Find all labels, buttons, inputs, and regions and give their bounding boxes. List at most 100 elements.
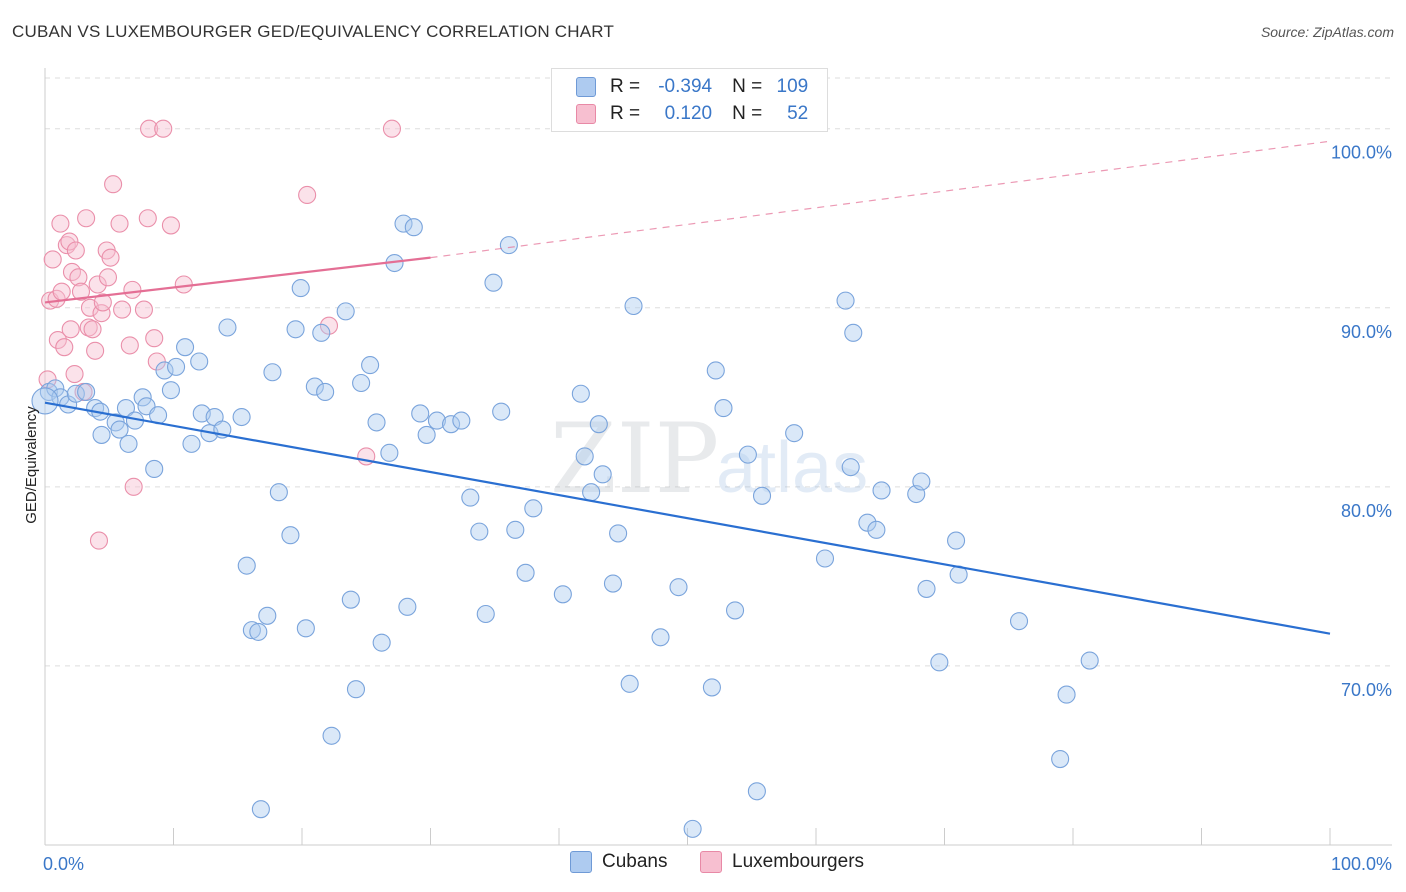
luxembourger-point: [113, 300, 132, 319]
cuban-point: [1051, 749, 1070, 769]
n-label: N =: [732, 103, 763, 124]
x-tick-label-max: 100.0%: [1331, 854, 1392, 874]
cuban-point: [624, 296, 643, 316]
cuban-point: [404, 218, 423, 237]
cuban-point: [367, 413, 386, 432]
cuban-point: [815, 549, 835, 568]
luxembourger-point: [104, 175, 123, 194]
cuban-point: [1009, 612, 1029, 631]
cuban-point: [506, 520, 525, 539]
cuban-point: [133, 388, 152, 407]
cuban-point: [372, 633, 391, 652]
luxembourgers-swatch: [576, 104, 596, 124]
cuban-point: [651, 628, 670, 647]
cuban-point: [312, 323, 331, 342]
luxembourger-point: [298, 185, 317, 205]
cuban-point: [476, 604, 495, 624]
cuban-point: [553, 585, 572, 604]
series-legend: Cubans Luxembourgers: [0, 851, 1406, 879]
cuban-point: [161, 381, 180, 400]
cuban-point: [77, 382, 96, 402]
luxembourger-point: [120, 336, 139, 355]
luxembourger-point: [86, 341, 105, 360]
cuban-point: [738, 445, 757, 464]
legend-row-luxembourgers: R = 0.120 N = 52: [576, 101, 808, 127]
luxembourger-point: [88, 275, 107, 294]
r-label: R =: [610, 103, 641, 124]
cuban-point: [167, 357, 186, 376]
legend-item-cubans[interactable]: Cubans: [570, 851, 668, 873]
cuban-point: [316, 382, 335, 402]
cuban-point: [31, 387, 59, 415]
r-value: -0.394: [658, 76, 713, 97]
cuban-point: [706, 361, 725, 380]
cuban-point: [110, 420, 129, 439]
cuban-point: [484, 273, 503, 292]
cuban-point: [683, 819, 702, 838]
luxembourger-point: [145, 329, 164, 348]
y-tick-label: 90.0%: [1341, 322, 1392, 342]
luxembourger-point: [161, 216, 180, 235]
luxembourger-point: [382, 119, 402, 138]
legend-row-cubans: R = -0.394 N = 109: [576, 74, 808, 100]
cuban-point: [380, 443, 399, 462]
cuban-point: [747, 782, 766, 801]
cuban-point: [398, 597, 417, 616]
cuban-point: [516, 563, 535, 582]
cuban-point: [620, 674, 639, 693]
cuban-point: [411, 404, 430, 423]
cuban-point: [242, 621, 261, 640]
cuban-point: [119, 434, 138, 453]
cuban-point: [575, 447, 594, 466]
cuban-point: [249, 622, 268, 641]
cuban-point: [582, 483, 601, 502]
luxembourger-point: [123, 280, 142, 299]
cuban-point: [251, 800, 270, 819]
cuban-point: [341, 590, 360, 609]
cuban-point: [524, 499, 543, 518]
tick-labels: 70.0% 80.0% 90.0% 100.0% 0.0% 100.0%: [43, 143, 1392, 874]
cuban-point: [917, 579, 936, 598]
cuban-point: [571, 384, 590, 403]
luxembourger-point: [55, 338, 74, 357]
cubans-legend-label: Cubans: [602, 851, 668, 872]
cuban-point: [286, 320, 305, 339]
cuban-point: [92, 425, 111, 444]
watermark-zip: ZIP: [550, 403, 719, 515]
cuban-point: [232, 407, 251, 427]
luxembourgers-legend-swatch: [700, 851, 722, 873]
cuban-point: [603, 574, 623, 593]
correlation-legend: R = -0.394 N = 109 R = 0.120 N = 52: [551, 68, 828, 132]
luxembourger-point: [48, 330, 67, 350]
y-tick-label: 80.0%: [1341, 501, 1392, 521]
luxembourger-point: [138, 209, 157, 228]
cuban-point: [145, 459, 164, 479]
cubans-legend-swatch: [570, 851, 592, 873]
cuban-point: [752, 486, 772, 505]
cuban-point: [237, 556, 256, 575]
luxembourger-point: [66, 241, 85, 260]
cuban-point: [844, 323, 863, 342]
legend-item-luxembourgers[interactable]: Luxembourgers: [700, 851, 864, 873]
cuban-point: [1080, 651, 1099, 670]
cuban-point: [836, 291, 855, 310]
y-axis-label: GED/Equivalency: [23, 406, 40, 524]
n-value: 52: [787, 103, 809, 124]
cuban-point: [296, 619, 315, 638]
x-tick-label-min: 0.0%: [43, 854, 84, 874]
cuban-point: [182, 434, 201, 453]
cuban-point: [291, 279, 310, 298]
cuban-point: [258, 606, 277, 625]
cuban-point: [499, 236, 518, 255]
luxembourger-point: [60, 232, 79, 251]
luxembourger-point: [61, 320, 80, 339]
luxembourger-point: [154, 119, 173, 138]
cuban-point: [785, 424, 804, 443]
luxembourger-points: [38, 119, 402, 550]
luxembourgers-trend-extension: [430, 140, 1331, 259]
cuban-point: [417, 425, 436, 444]
cuban-point: [872, 481, 891, 500]
cuban-point: [190, 352, 209, 371]
cuban-point: [281, 526, 300, 545]
luxembourger-point: [65, 364, 84, 384]
